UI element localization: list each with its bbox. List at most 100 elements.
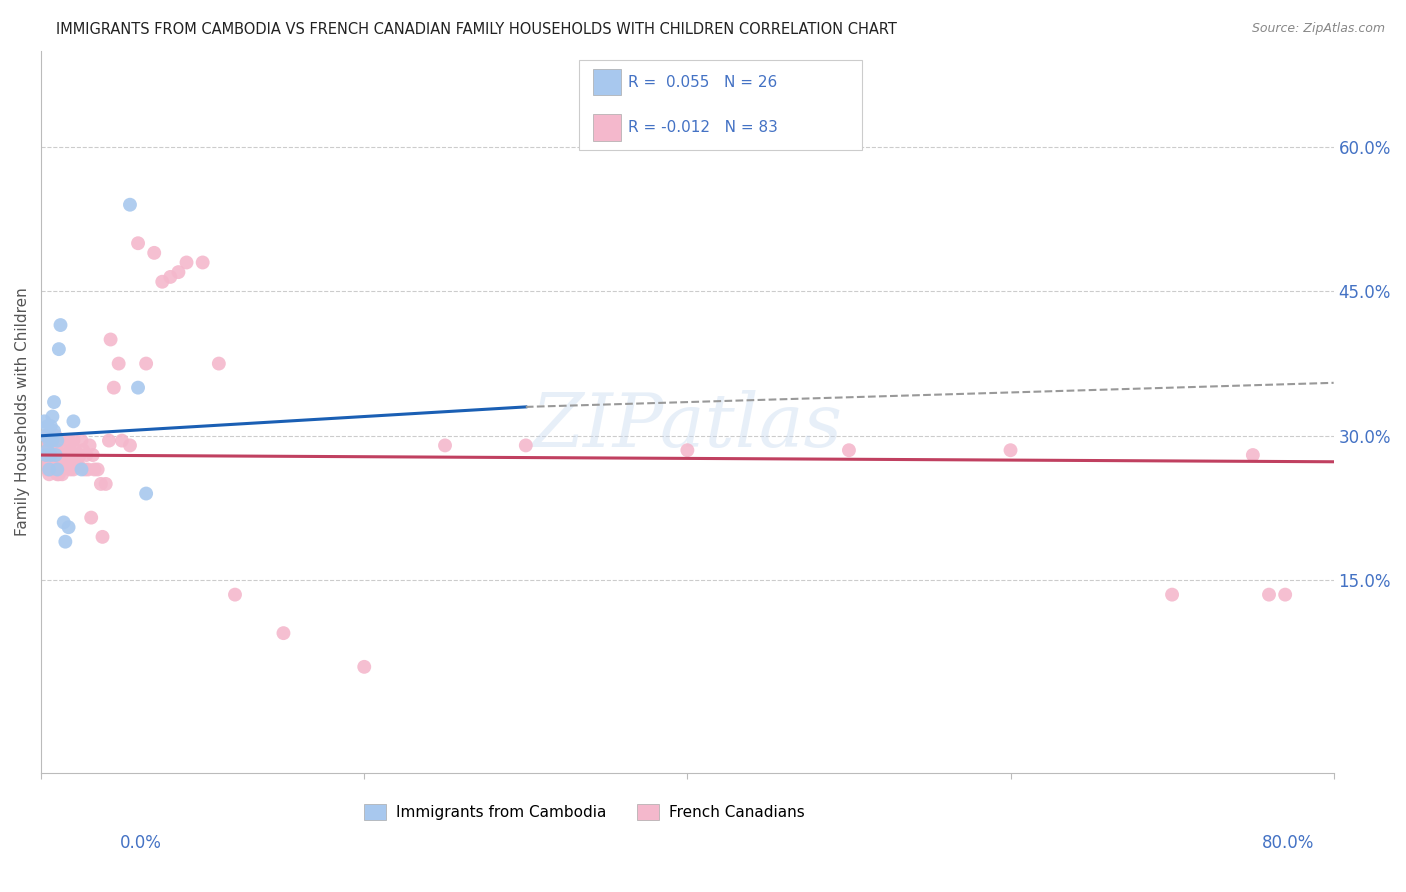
Point — [70, 462, 93, 476]
Point — [58, 520, 80, 534]
Point — [127, 236, 149, 251]
Point — [176, 255, 198, 269]
Point — [58, 434, 80, 448]
Point — [63, 443, 86, 458]
Point — [1000, 443, 1022, 458]
Point — [53, 458, 76, 472]
Point — [39, 419, 62, 434]
Point — [69, 448, 91, 462]
Point — [35, 448, 58, 462]
Point — [118, 198, 141, 212]
Point — [676, 443, 699, 458]
Point — [51, 467, 73, 482]
Point — [45, 429, 67, 443]
Text: Source: ZipAtlas.com: Source: ZipAtlas.com — [1251, 22, 1385, 36]
Point — [37, 462, 59, 476]
Point — [191, 255, 214, 269]
Point — [56, 448, 79, 462]
Point — [49, 434, 72, 448]
Point — [100, 333, 122, 347]
Point — [66, 453, 89, 467]
Point — [143, 245, 166, 260]
Point — [37, 443, 59, 458]
Point — [434, 438, 457, 452]
Point — [107, 357, 129, 371]
Text: 80.0%: 80.0% — [1263, 834, 1315, 852]
Point — [80, 510, 103, 524]
Point — [48, 467, 70, 482]
Point — [37, 419, 59, 434]
Point — [77, 462, 100, 476]
Point — [135, 357, 157, 371]
Point — [41, 409, 63, 424]
Text: ZIPatlas: ZIPatlas — [531, 390, 842, 462]
Point — [38, 467, 60, 482]
Point — [75, 448, 97, 462]
Point — [167, 265, 190, 279]
Point — [53, 443, 76, 458]
Point — [150, 275, 173, 289]
Point — [42, 443, 65, 458]
Point — [82, 448, 104, 462]
Point — [38, 448, 60, 462]
Point — [1241, 448, 1264, 462]
Point — [62, 462, 84, 476]
Point — [34, 414, 56, 428]
Point — [94, 477, 117, 491]
Point — [38, 434, 60, 448]
Point — [86, 462, 108, 476]
Text: R = -0.012   N = 83: R = -0.012 N = 83 — [628, 120, 779, 135]
Point — [35, 443, 58, 458]
Point — [353, 660, 375, 674]
Point — [45, 448, 67, 462]
Point — [224, 588, 246, 602]
Point — [46, 467, 69, 482]
Point — [67, 458, 90, 472]
Point — [52, 448, 75, 462]
Point — [39, 462, 62, 476]
Point — [48, 448, 70, 462]
Point — [46, 462, 69, 476]
Point — [51, 448, 73, 462]
Point — [838, 443, 860, 458]
Point — [515, 438, 537, 452]
Point — [45, 458, 67, 472]
Point — [59, 462, 82, 476]
Point — [273, 626, 295, 640]
Point — [34, 438, 56, 452]
Point — [60, 453, 83, 467]
Point — [70, 434, 93, 448]
Point — [1274, 588, 1296, 602]
Point — [103, 381, 125, 395]
Point — [38, 462, 60, 476]
Point — [39, 448, 62, 462]
Point — [42, 462, 65, 476]
Point — [34, 453, 56, 467]
Point — [46, 443, 69, 458]
Point — [42, 424, 65, 438]
Point — [98, 434, 121, 448]
Point — [42, 395, 65, 409]
Point — [46, 434, 69, 448]
Point — [1161, 588, 1184, 602]
Point — [41, 438, 63, 452]
Point — [41, 458, 63, 472]
Point — [48, 342, 70, 356]
Point — [135, 486, 157, 500]
Point — [83, 462, 105, 476]
Point — [35, 429, 58, 443]
Point — [208, 357, 231, 371]
Text: R =  0.055   N = 26: R = 0.055 N = 26 — [628, 75, 778, 89]
Text: 0.0%: 0.0% — [120, 834, 162, 852]
Point — [38, 434, 60, 448]
Text: IMMIGRANTS FROM CAMBODIA VS FRENCH CANADIAN FAMILY HOUSEHOLDS WITH CHILDREN CORR: IMMIGRANTS FROM CAMBODIA VS FRENCH CANAD… — [56, 22, 897, 37]
Point — [49, 458, 72, 472]
Point — [31, 434, 53, 448]
Point — [90, 477, 112, 491]
Point — [118, 438, 141, 452]
Point — [35, 429, 58, 443]
Point — [73, 462, 96, 476]
Legend: Immigrants from Cambodia, French Canadians: Immigrants from Cambodia, French Canadia… — [357, 798, 810, 827]
Point — [35, 458, 58, 472]
Point — [62, 434, 84, 448]
